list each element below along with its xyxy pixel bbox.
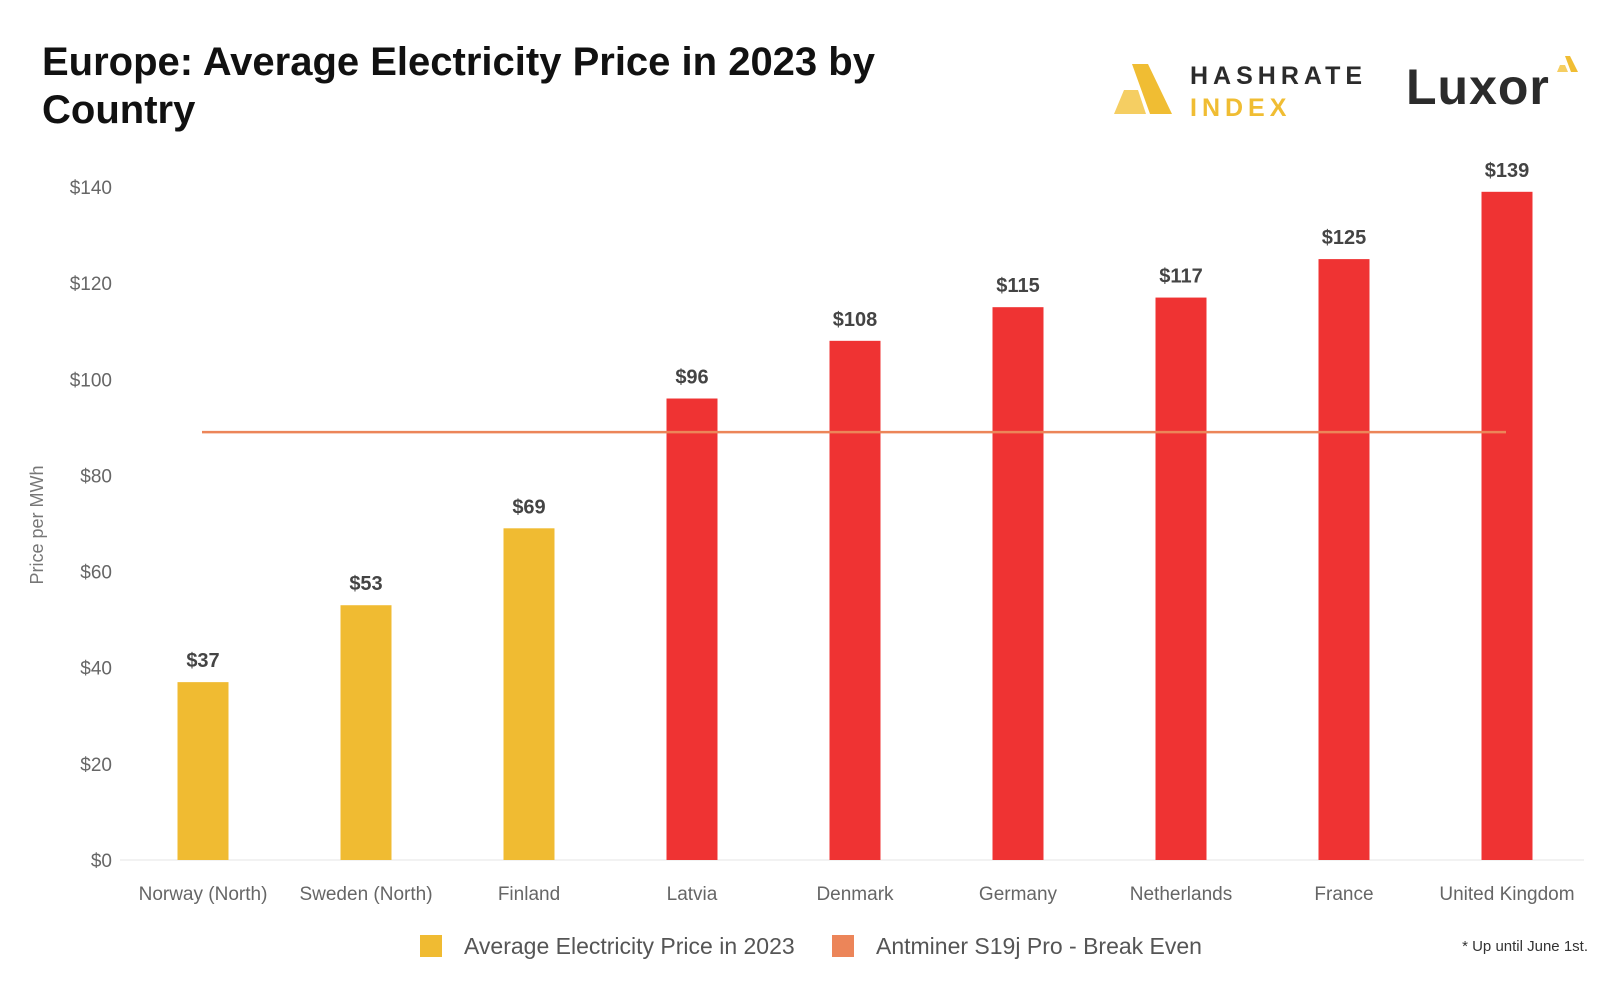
bar-data-label: $108 [833, 309, 878, 331]
hashrate-index-logo: HASHRATE INDEX [1110, 52, 1370, 126]
luxor-mark-icon [1557, 56, 1578, 72]
legend-swatch-average-price [420, 935, 442, 957]
chart-title: Europe: Average Electricity Price in 202… [42, 40, 875, 132]
y-tick-label: $20 [80, 755, 112, 776]
y-tick-label: $0 [91, 851, 112, 872]
x-tick-label: United Kingdom [1439, 884, 1574, 905]
legend-label-average-price: Average Electricity Price in 2023 [464, 932, 795, 959]
index-logo-text: INDEX [1190, 94, 1292, 122]
hashrate-mark-icon [1114, 64, 1172, 114]
luxor-logo: Luxor [1406, 56, 1596, 116]
x-tick-label: France [1314, 884, 1373, 905]
bar [1318, 259, 1370, 860]
bar [503, 528, 555, 860]
x-tick-label: Sweden (North) [299, 884, 432, 905]
x-tick-label: Finland [498, 884, 560, 905]
bar-chart: $0 $20 $40 $60 $80 $100 $120 $140 Price per MWh $… [27, 160, 1584, 905]
x-tick-label: Latvia [667, 884, 718, 905]
legend-item-break-even: Antminer S19j Pro - Break Even [832, 928, 1202, 964]
legend-label-break-even: Antminer S19j Pro - Break Even [876, 932, 1202, 959]
y-tick-label: $120 [70, 274, 112, 295]
bar-data-label: $96 [675, 367, 708, 389]
hashrate-logo-text: HASHRATE [1190, 62, 1368, 90]
bar-data-label: $69 [512, 496, 545, 518]
bar [340, 605, 392, 860]
chart-legend: Average Electricity Price in 2023 Antmin… [0, 928, 1624, 968]
y-tick-label: $60 [80, 563, 112, 584]
y-tick-label: $80 [80, 466, 112, 487]
luxor-logo-text: Luxor [1406, 59, 1550, 115]
legend-item-average-price: Average Electricity Price in 2023 [420, 928, 795, 964]
bar [666, 398, 718, 860]
bar [1155, 297, 1207, 860]
bar-data-label: $115 [996, 275, 1039, 297]
x-tick-label: Norway (North) [139, 884, 268, 905]
bar-data-label: $139 [1485, 160, 1530, 182]
bar-data-label: $117 [1159, 266, 1202, 288]
bar [829, 340, 881, 860]
bar [1481, 191, 1533, 861]
x-tick-label: Netherlands [1130, 884, 1232, 905]
y-axis-label: Price per MWh [27, 465, 47, 584]
bar [992, 307, 1044, 860]
y-tick-label: $40 [80, 659, 112, 680]
x-tick-label: Germany [979, 884, 1058, 905]
bar-data-label: $37 [186, 650, 219, 672]
legend-swatch-break-even [832, 935, 854, 957]
bar-data-label: $125 [1322, 227, 1367, 249]
y-tick-label: $100 [70, 370, 112, 391]
y-tick-label: $140 [70, 178, 112, 199]
x-tick-label: Denmark [816, 884, 894, 905]
bar-data-label: $53 [349, 573, 382, 595]
bar [177, 682, 229, 860]
footnote: * Up until June 1st. [1462, 938, 1588, 955]
